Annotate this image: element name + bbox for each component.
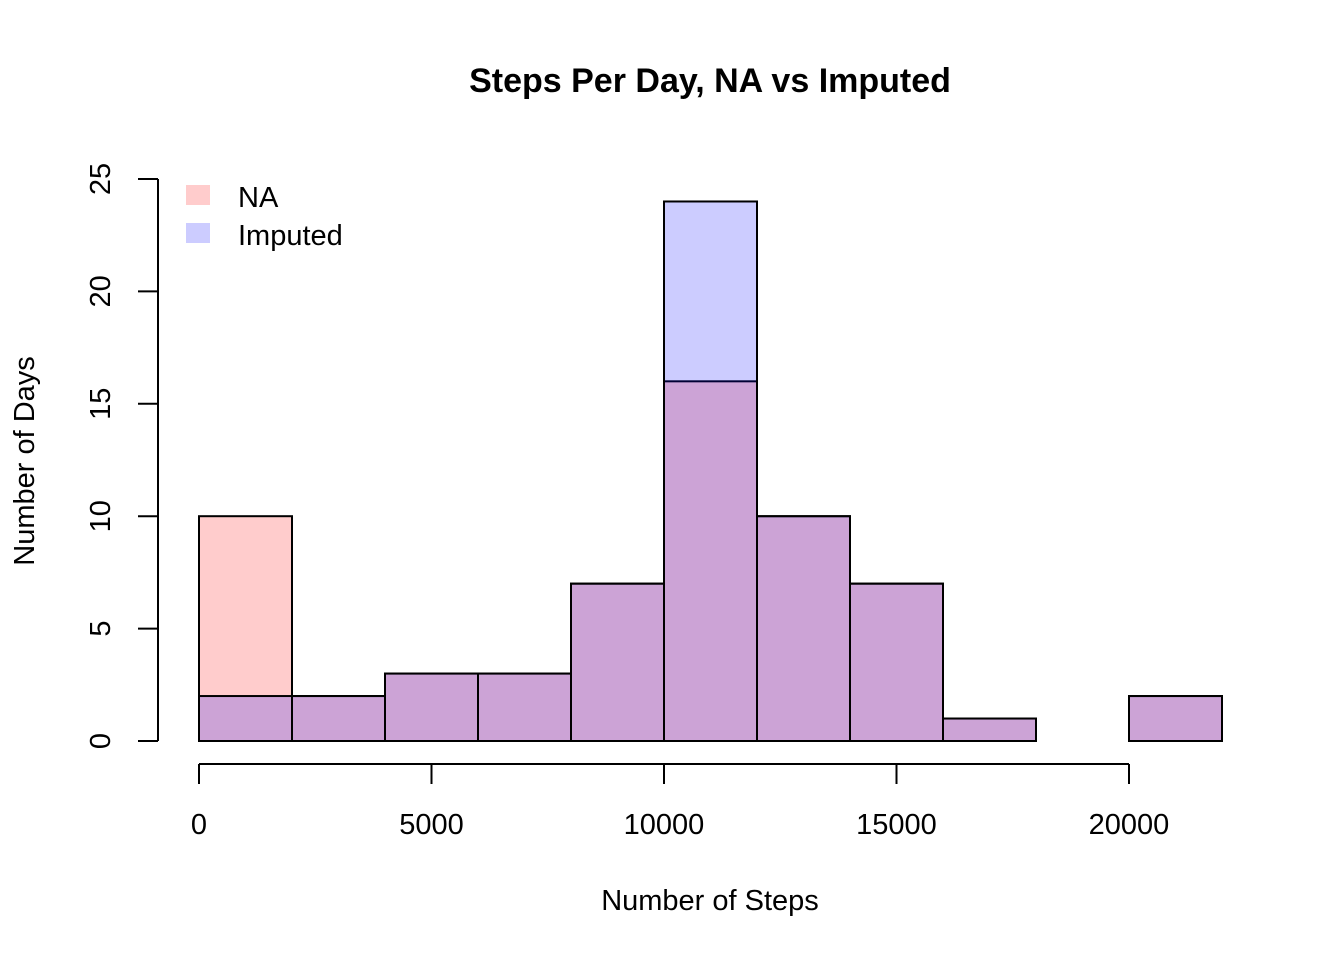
y-axis: 0 5 10 15 20 25 <box>85 163 159 749</box>
imputed-bar-1 <box>291 695 386 742</box>
legend-label-na: NA <box>238 182 279 214</box>
imputed-bar-8 <box>942 717 1037 743</box>
legend-swatch-imputed <box>186 223 210 243</box>
imputed-bar-0 <box>198 695 293 742</box>
imputed-bar-5 <box>663 200 758 743</box>
x-axis: 0 5000 10000 15000 20000 <box>191 763 1170 841</box>
y-tick-label-10: 10 <box>85 500 117 532</box>
x-tick-label-20000: 20000 <box>1089 809 1170 841</box>
na-bar-0 <box>198 515 293 743</box>
chart-title: Steps Per Day, NA vs Imputed <box>469 62 951 100</box>
imputed-bar-3 <box>477 672 572 742</box>
na-bar-6 <box>756 515 851 743</box>
imputed-bar-4 <box>570 582 665 743</box>
y-tick-label-15: 15 <box>85 388 117 420</box>
imputed-bar-2 <box>384 672 479 742</box>
legend-swatch-na <box>186 185 210 205</box>
imputed-bar-10 <box>1128 695 1223 742</box>
x-tick-label-10000: 10000 <box>624 809 705 841</box>
y-tick-label-25: 25 <box>85 163 117 195</box>
x-axis-label: Number of Steps <box>601 885 819 917</box>
imputed-bar-7 <box>849 582 944 743</box>
imputed-bar-6 <box>756 515 851 743</box>
y-tick-label-20: 20 <box>85 275 117 307</box>
legend-label-imputed: Imputed <box>238 220 343 252</box>
y-tick-label-5: 5 <box>85 621 117 637</box>
x-tick-label-15000: 15000 <box>856 809 937 841</box>
legend: NA Imputed <box>186 182 343 252</box>
y-axis-label: Number of Days <box>9 356 41 566</box>
x-tick-label-5000: 5000 <box>399 809 464 841</box>
x-tick-label-0: 0 <box>191 809 207 841</box>
y-tick-label-0: 0 <box>85 733 117 749</box>
na-bars <box>198 380 1223 743</box>
na-bar-2 <box>384 672 479 742</box>
imputed-bars <box>198 200 1223 743</box>
